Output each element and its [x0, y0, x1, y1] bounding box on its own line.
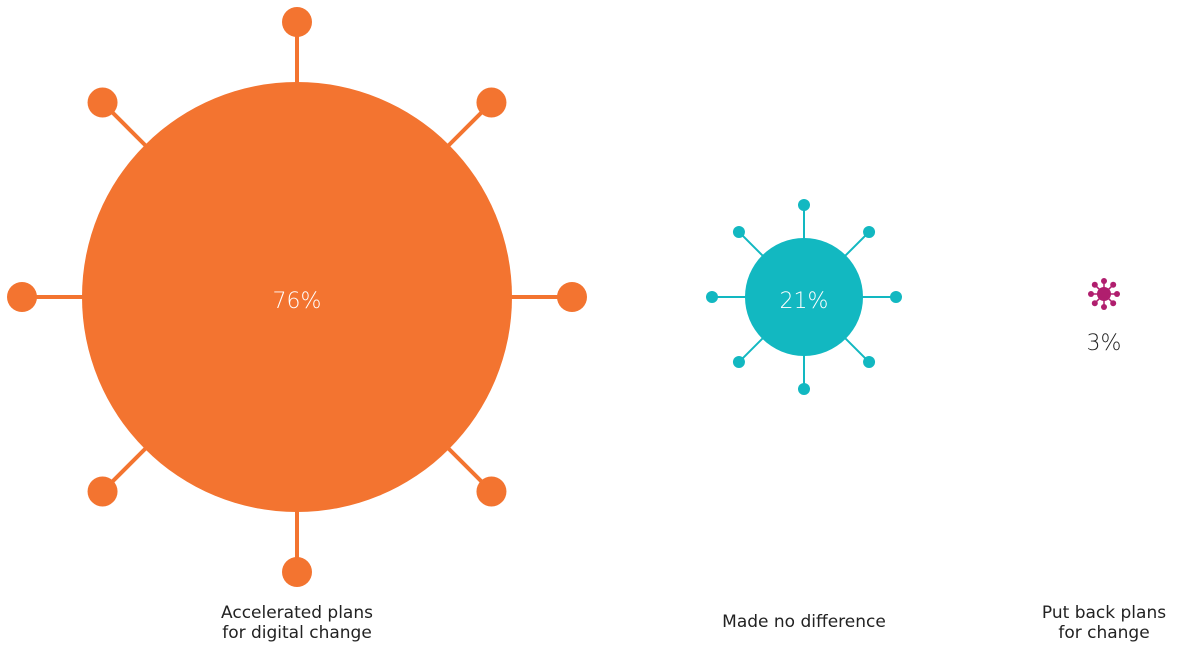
- bubble-knob: [1088, 291, 1094, 297]
- category-label: Accelerated plans: [221, 603, 373, 623]
- bubble-knob: [87, 476, 118, 507]
- bubble-knob: [1114, 291, 1120, 297]
- bubble-knob: [87, 87, 118, 118]
- bubble-knob: [863, 356, 876, 369]
- bubble-knob: [282, 557, 312, 587]
- bubble-2: [745, 238, 863, 356]
- bubble-knob: [7, 282, 37, 312]
- bubble-knob: [798, 383, 810, 395]
- bubble-knob: [1091, 281, 1098, 288]
- value-label: 3%: [1087, 331, 1122, 356]
- bubble-knob: [476, 476, 507, 507]
- bubble-1: [82, 82, 512, 512]
- value-label: 76%: [273, 289, 322, 314]
- bubble-knob: [1110, 281, 1117, 288]
- bubble-knob: [890, 291, 902, 303]
- bubble-knob: [706, 291, 718, 303]
- bubble-knob: [863, 225, 876, 238]
- value-label: 21%: [780, 289, 829, 314]
- bubble-knob: [282, 7, 312, 37]
- bubble-knob: [557, 282, 587, 312]
- category-label: Put back plans: [1042, 603, 1166, 623]
- bubble-knob: [798, 199, 810, 211]
- category-label: for digital change: [222, 623, 372, 643]
- category-label: for change: [1058, 623, 1149, 643]
- bubble-knob: [1091, 300, 1098, 307]
- bubble-knob: [1101, 304, 1107, 310]
- category-label: Made no difference: [722, 612, 886, 632]
- bubble-knob: [1110, 300, 1117, 307]
- bubble-knob: [1101, 278, 1107, 284]
- bubble-group-2: 21% Made no difference: [706, 199, 902, 632]
- bubble-knob: [732, 356, 745, 369]
- bubble-3: [1097, 287, 1111, 301]
- bubble-knob: [732, 225, 745, 238]
- bubble-knob: [476, 87, 507, 118]
